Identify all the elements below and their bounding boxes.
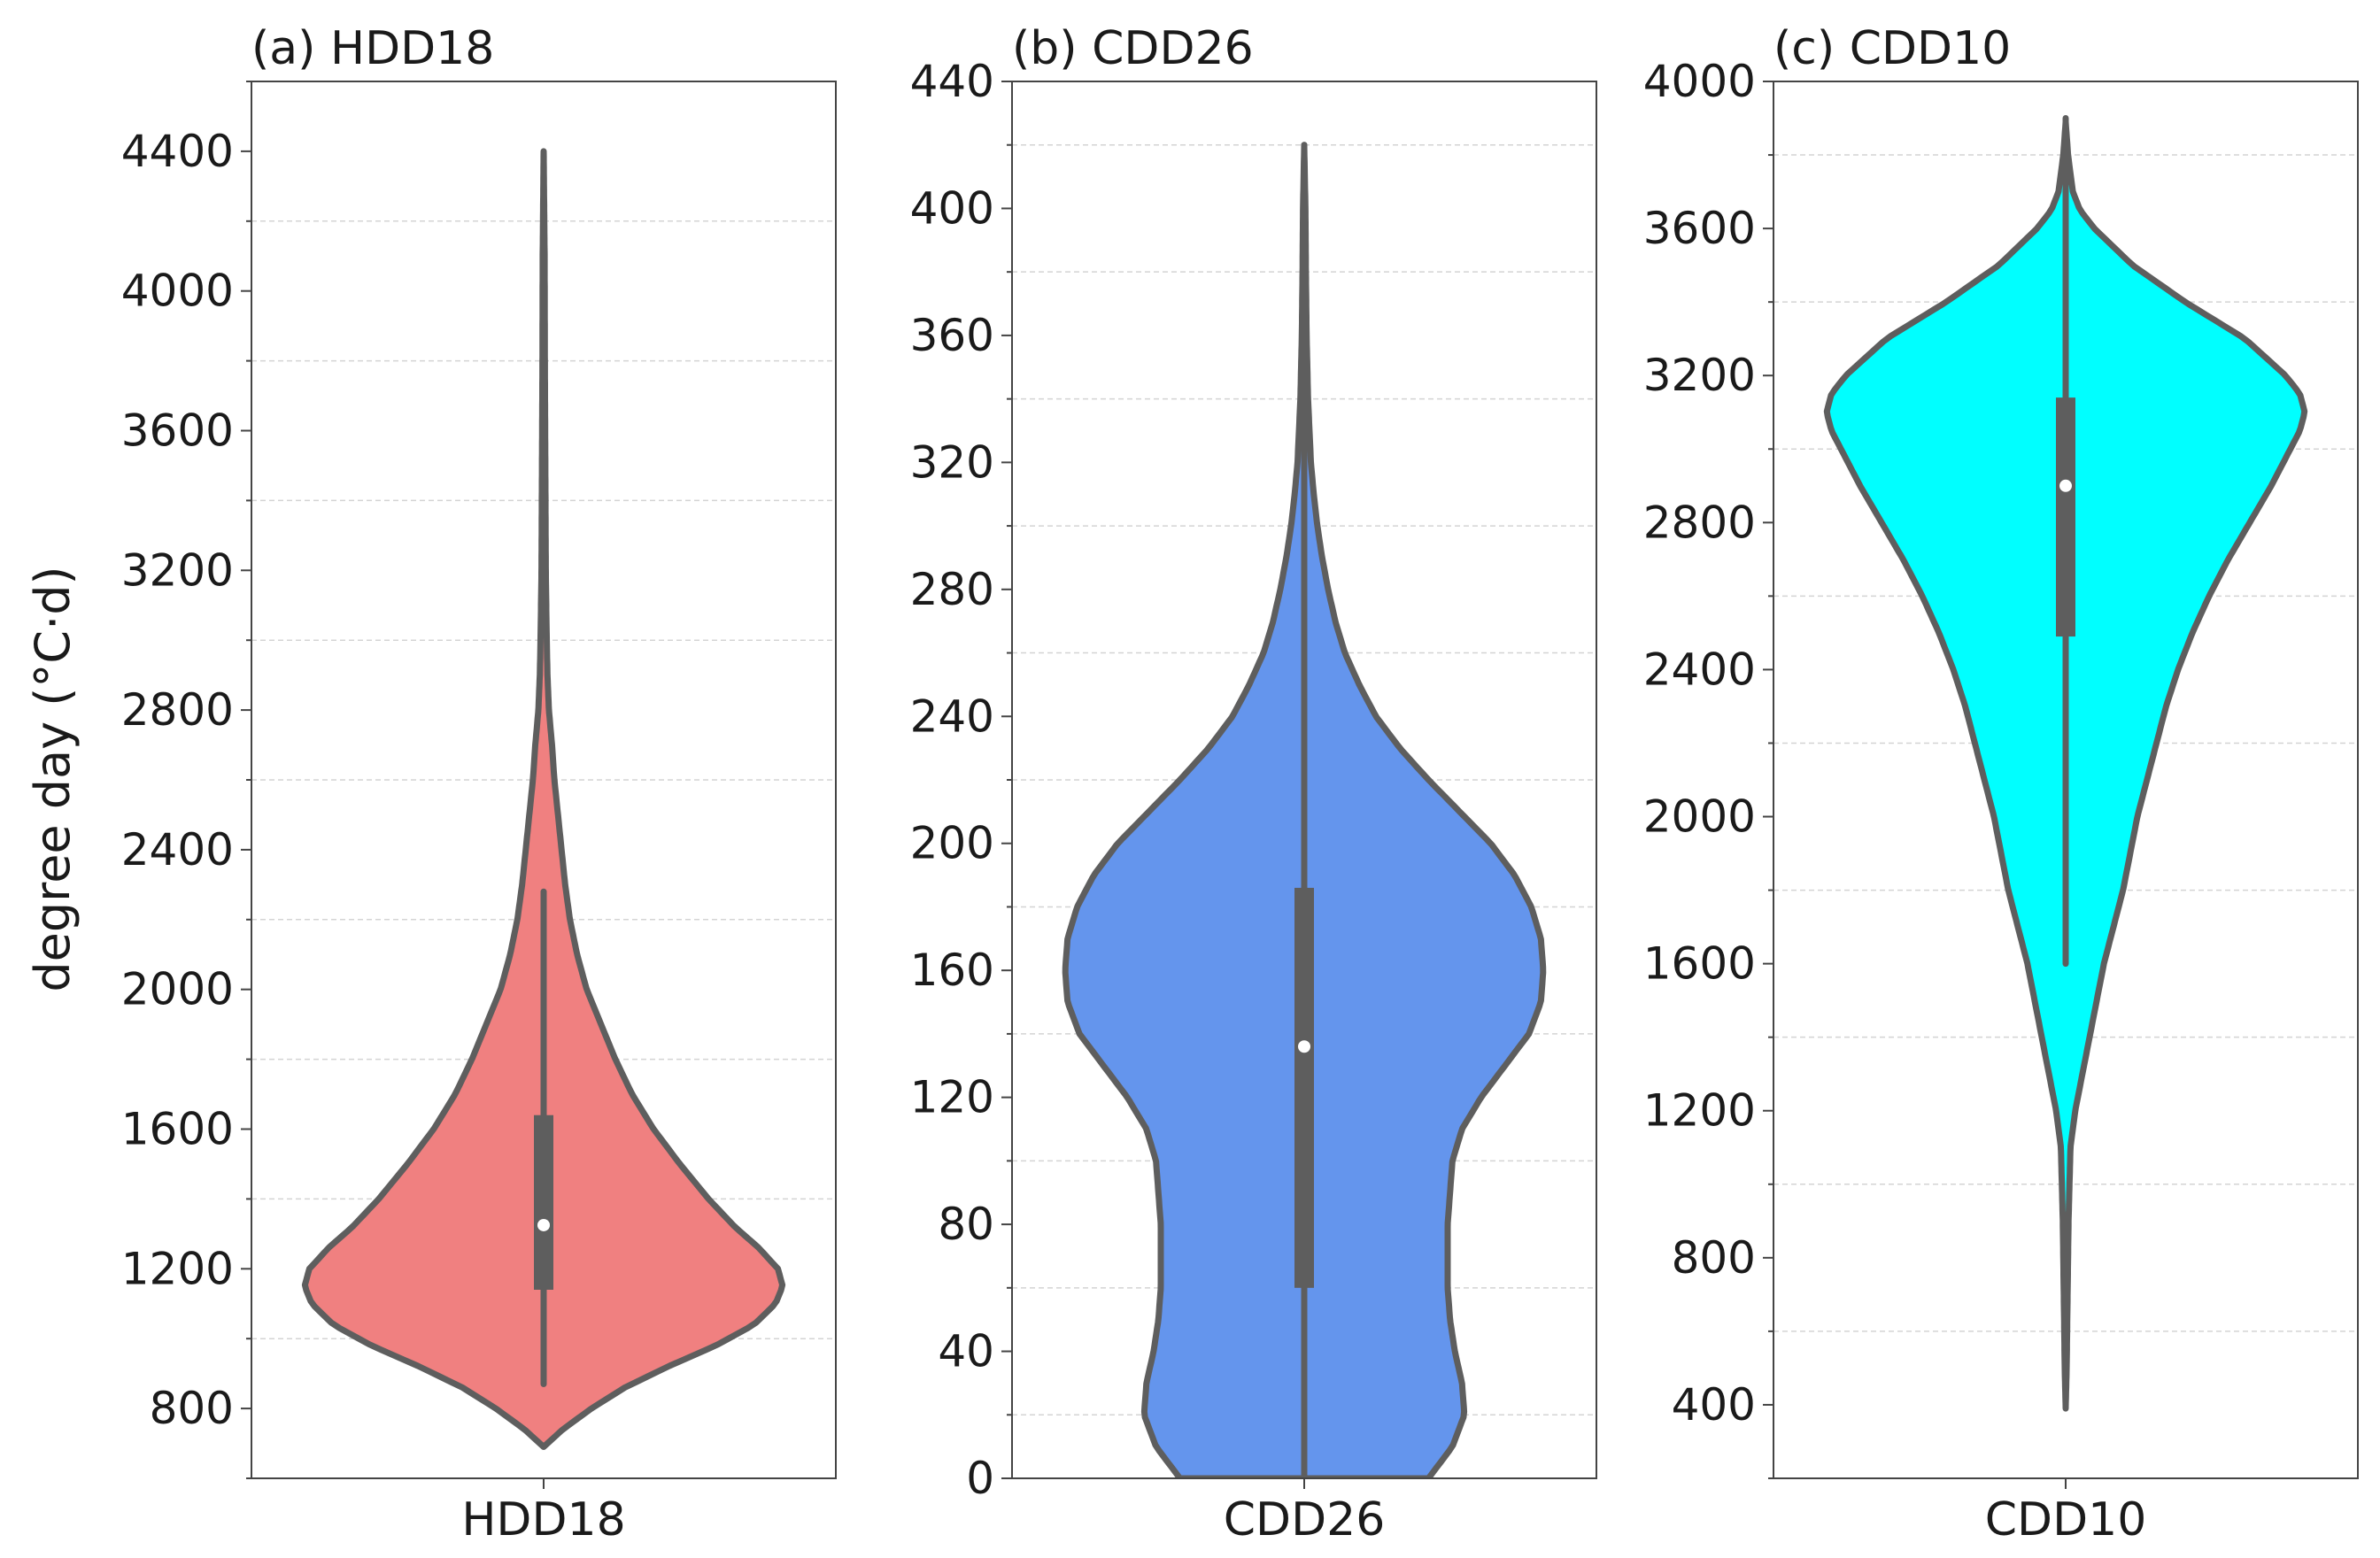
panel-hdd18: (a) HDD18 800 1200 1600 2000 2400 2800 3200 360… <box>121 22 837 1546</box>
category-label-hdd18: HDD18 <box>461 1493 625 1546</box>
axes-frame-cdd26 <box>1011 81 1597 1479</box>
y-tick-label-cdd26: 0 <box>966 1453 994 1504</box>
y-tick-label-cdd26: 440 <box>910 56 994 107</box>
y-tick-label-hdd18: 4400 <box>121 126 234 177</box>
iqr-box-cdd10 <box>2056 397 2075 637</box>
median-marker-cdd26 <box>1298 1040 1310 1053</box>
y-tick-label-cdd26: 40 <box>938 1326 994 1377</box>
axes-frame-hdd18 <box>251 81 837 1479</box>
y-tick-label-cdd10: 2800 <box>1643 497 1756 548</box>
iqr-box-cdd26 <box>1294 887 1314 1288</box>
violin-body-hdd18 <box>301 148 786 1450</box>
y-tick-label-hdd18: 3200 <box>121 544 234 596</box>
median-marker-hdd18 <box>537 1218 550 1231</box>
y-tick-label-cdd10: 3200 <box>1643 350 1756 401</box>
y-tick-label-cdd26: 120 <box>910 1072 994 1123</box>
iqr-box-hdd18 <box>534 1115 553 1290</box>
y-tick-label-cdd10: 1600 <box>1643 938 1756 990</box>
y-tick-label-cdd10: 3600 <box>1643 203 1756 254</box>
panel-title-hdd18: (a) HDD18 <box>251 22 494 75</box>
y-tick-label-hdd18: 3600 <box>121 405 234 457</box>
y-tick-label-cdd26: 160 <box>910 945 994 996</box>
y-tick-label-hdd18: 2000 <box>121 964 234 1015</box>
y-tick-label-cdd26: 200 <box>910 818 994 869</box>
violin-cdd26 <box>1062 142 1547 1478</box>
y-tick-label-hdd18: 2400 <box>121 824 234 875</box>
y-tick-label-cdd26: 80 <box>938 1199 994 1250</box>
y-axis-ticks-cdd26: 0 40 80 120 160 200 240 280 320 360 400 440 <box>910 56 1305 1504</box>
y-axis-ticks-hdd18: 800 1200 1600 2000 2400 2800 3200 3600 4000 4400 <box>121 81 545 1489</box>
y-tick-label-hdd18: 2800 <box>121 684 234 736</box>
y-axis-label: degree day (°C·d) <box>25 566 81 991</box>
y-tick-label-hdd18: 1200 <box>121 1243 234 1294</box>
y-tick-label-hdd18: 1600 <box>121 1104 234 1155</box>
violin-hdd18 <box>301 148 786 1450</box>
violin-cdd10 <box>1823 115 2308 1412</box>
panel-title-cdd26: (b) CDD26 <box>1012 22 1254 75</box>
panel-title-cdd10: (c) CDD10 <box>1773 22 2011 75</box>
y-tick-label-cdd10: 800 <box>1672 1232 1756 1284</box>
y-tick-label-cdd10: 400 <box>1672 1379 1756 1431</box>
y-tick-label-hdd18: 800 <box>150 1383 234 1434</box>
y-tick-label-cdd26: 320 <box>910 436 994 488</box>
category-label-cdd26: CDD26 <box>1224 1493 1386 1546</box>
y-tick-label-hdd18: 4000 <box>121 266 234 317</box>
panel-cdd10: (c) CDD10 400 800 1200 1600 2000 2400 2800 3200… <box>1643 22 2359 1546</box>
y-tick-label-cdd10: 1200 <box>1643 1085 1756 1137</box>
y-tick-label-cdd10: 4000 <box>1643 56 1756 107</box>
y-tick-label-cdd26: 360 <box>910 310 994 361</box>
y-tick-label-cdd26: 240 <box>910 690 994 742</box>
y-axis-ticks-cdd10: 400 800 1200 1600 2000 2400 2800 3200 3600 4000 <box>1643 56 2067 1489</box>
y-tick-label-cdd10: 2400 <box>1643 644 1756 695</box>
axes-frame-cdd10 <box>1773 81 2359 1479</box>
median-marker-cdd10 <box>2059 479 2072 492</box>
y-tick-label-cdd10: 2000 <box>1643 791 1756 843</box>
y-tick-label-cdd26: 280 <box>910 564 994 615</box>
panel-cdd26: (b) CDD26 0 40 80 120 160 200 240 280 320 360 400 4… <box>910 22 1597 1546</box>
y-tick-label-cdd26: 400 <box>910 182 994 234</box>
category-label-cdd10: CDD10 <box>1985 1493 2147 1546</box>
